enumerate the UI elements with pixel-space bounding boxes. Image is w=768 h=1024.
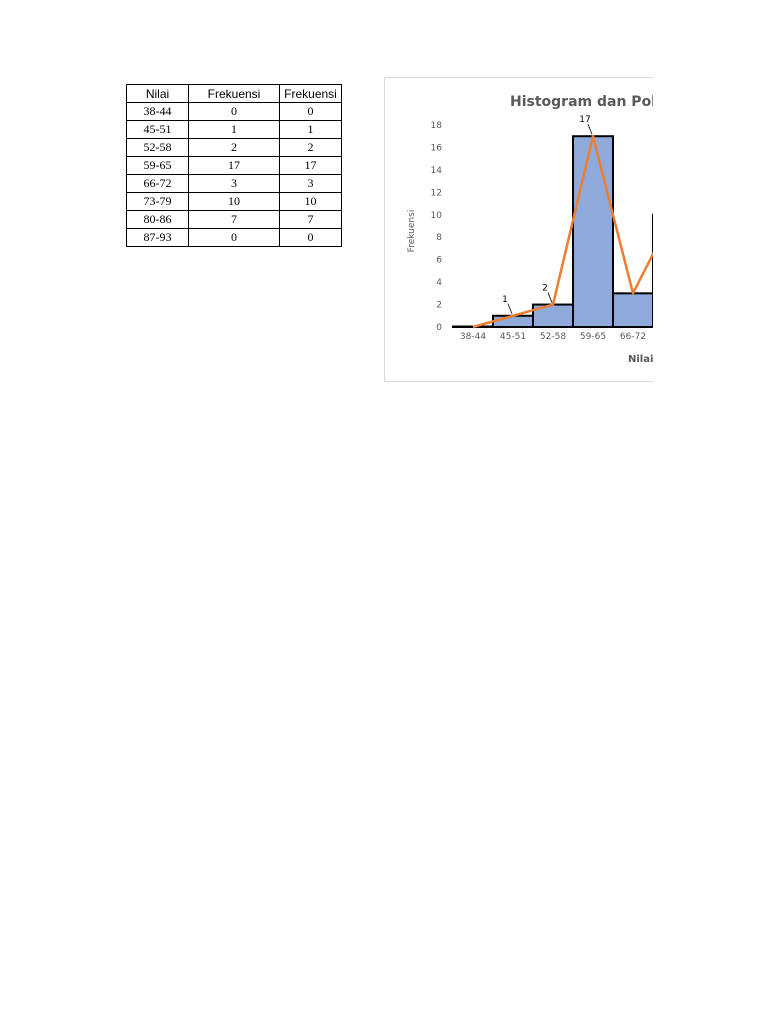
- table-row: 66-72 3 3: [126, 174, 342, 193]
- histogram-bar: [572, 135, 614, 328]
- header-frekuensi: Frekuensi: [188, 84, 280, 103]
- chart-title: Histogram dan Poli: [510, 94, 653, 110]
- data-label: 1: [502, 295, 508, 305]
- cell-frekuensi: 0: [188, 102, 280, 121]
- histogram-chart: Histogram dan Poli Frekuensi Nilai 0 2 4 6 8…: [384, 77, 653, 382]
- y-tick-label: 18: [431, 121, 443, 131]
- cell-frekuensi: 10: [188, 192, 280, 211]
- y-tick-label: 8: [436, 233, 442, 243]
- y-tick-label: 10: [431, 211, 443, 221]
- cell-frekuensi-2: 10: [279, 192, 342, 211]
- table-row: 80-86 7 7: [126, 210, 342, 229]
- cell-frekuensi-2: 0: [279, 228, 342, 247]
- x-tick-label: 38-44: [460, 332, 486, 342]
- cell-frekuensi: 7: [188, 210, 280, 229]
- data-labels: 1 2 17: [502, 115, 593, 314]
- frequency-polygon-line: [472, 134, 653, 329]
- table-row: 38-44 0 0: [126, 102, 342, 121]
- y-tick-label: 4: [436, 278, 442, 288]
- y-tick-label: 2: [436, 301, 442, 311]
- cell-frekuensi-2: 7: [279, 210, 342, 229]
- cell-frekuensi-2: 3: [279, 174, 342, 193]
- y-tick-label: 0: [436, 323, 442, 333]
- cell-nilai: 38-44: [126, 102, 189, 121]
- table-row: 73-79 10 10: [126, 192, 342, 211]
- y-tick-label: 12: [431, 188, 442, 198]
- header-nilai: Nilai: [126, 84, 189, 103]
- cell-frekuensi: 0: [188, 228, 280, 247]
- table-row: 45-51 1 1: [126, 120, 342, 139]
- data-label-leader: [507, 303, 513, 314]
- y-tick-label: 14: [431, 166, 443, 176]
- cell-nilai: 87-93: [126, 228, 189, 247]
- frequency-table: Nilai Frekuensi Frekuensi 38-44 0 0 45-5…: [126, 84, 342, 247]
- table-row: 59-65 17 17: [126, 156, 342, 175]
- cell-nilai: 59-65: [126, 156, 189, 175]
- x-axis-label: Nilai: [628, 354, 653, 365]
- y-tick-label: 6: [436, 256, 442, 266]
- table-header-row: Nilai Frekuensi Frekuensi: [126, 84, 342, 103]
- data-label: 17: [579, 115, 590, 125]
- table-row: 87-93 0 0: [126, 228, 342, 247]
- chart-plot: Histogram dan Poli Frekuensi Nilai 0 2 4 6 8…: [407, 94, 653, 365]
- cell-nilai: 45-51: [126, 120, 189, 139]
- cell-frekuensi: 2: [188, 138, 280, 157]
- cell-nilai: 66-72: [126, 174, 189, 193]
- cell-frekuensi: 3: [188, 174, 280, 193]
- cell-nilai: 80-86: [126, 210, 189, 229]
- x-tick-label: 66-72: [620, 332, 646, 342]
- y-tick-label: 16: [431, 143, 443, 153]
- y-ticks: 0 2 4 6 8 10 12 14 16 18: [431, 121, 443, 333]
- x-tick-label: 59-65: [580, 332, 606, 342]
- polygon: [472, 134, 653, 329]
- data-label-leader: [547, 292, 553, 303]
- data-label-leader: [587, 124, 593, 135]
- header-frekuensi-2: Frekuensi: [279, 84, 342, 103]
- data-label: 2: [542, 284, 548, 294]
- cell-frekuensi-2: 2: [279, 138, 342, 157]
- y-axis-label: Frekuensi: [407, 210, 417, 253]
- x-tick-label: 52-58: [540, 332, 566, 342]
- cell-nilai: 73-79: [126, 192, 189, 211]
- x-tick-label: 45-51: [500, 332, 526, 342]
- histogram-bar: [612, 292, 653, 328]
- cell-frekuensi-2: 0: [279, 102, 342, 121]
- chart-frame: [384, 77, 653, 382]
- bars: [452, 135, 653, 329]
- cell-frekuensi: 1: [188, 120, 280, 139]
- histogram-bar: [492, 314, 534, 328]
- cell-frekuensi: 17: [188, 156, 280, 175]
- table-row: 52-58 2 2: [126, 138, 342, 157]
- cell-frekuensi-2: 1: [279, 120, 342, 139]
- cell-frekuensi-2: 17: [279, 156, 342, 175]
- cell-nilai: 52-58: [126, 138, 189, 157]
